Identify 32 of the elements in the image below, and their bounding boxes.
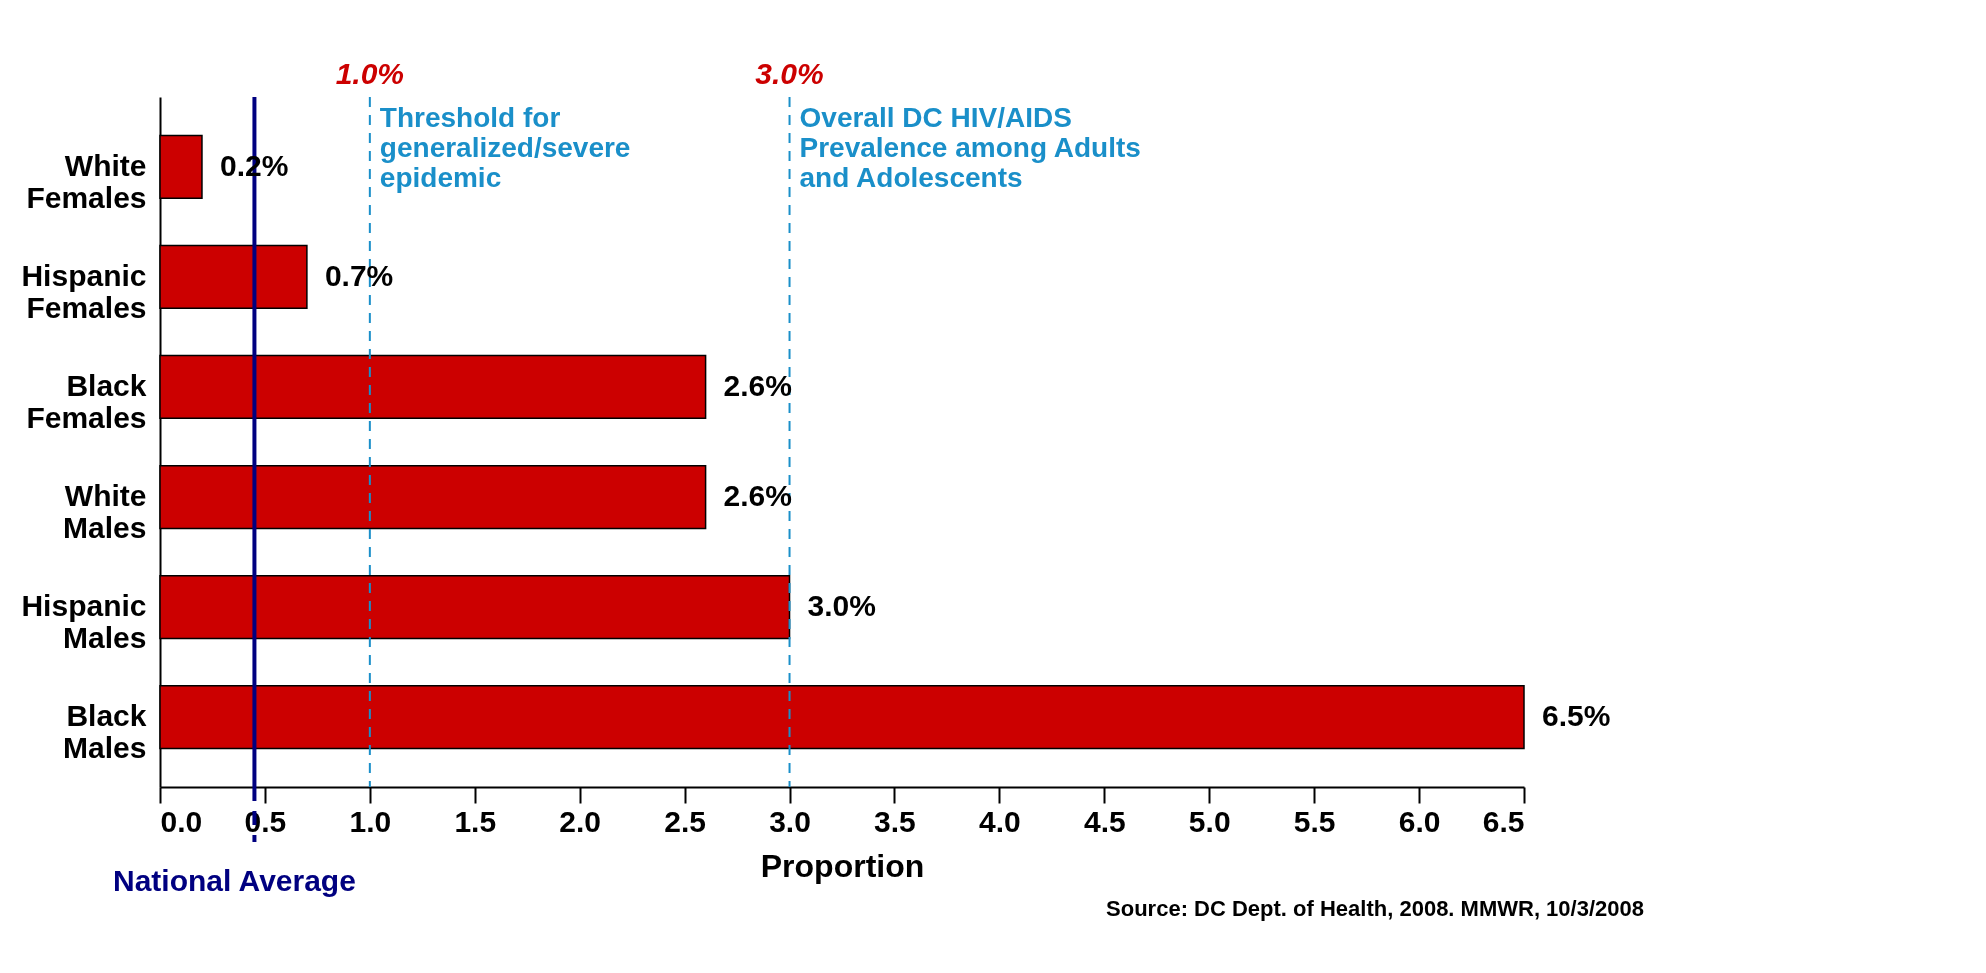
y-tick-label: White Females [26, 148, 147, 214]
x-tick-label: 1.5 [454, 804, 497, 838]
data-label: 2.6% [723, 479, 792, 513]
x-tick-label: 5.0 [1188, 804, 1231, 838]
y-tick-label: Hispanic Females [21, 258, 147, 324]
y-tick-label: Hispanic Males [21, 589, 147, 655]
x-tick-label: 0.0 [160, 804, 203, 838]
source-note: Source: DC Dept. of Health, 2008. MMWR, 10/3/2008 [1106, 896, 1644, 921]
x-tick-label: 4.0 [979, 804, 1021, 838]
x-tick-label: 6.5 [1482, 804, 1525, 838]
data-label: 6.5% [1542, 699, 1611, 733]
x-tick-label: 6.0 [1398, 804, 1441, 838]
x-tick-label: 4.5 [1083, 804, 1126, 838]
ref-line-label: National Average [113, 864, 356, 897]
data-label: 3.0% [807, 589, 876, 623]
x-tick-label: 3.5 [874, 804, 916, 838]
x-tick-label: 2.5 [664, 804, 706, 838]
text: 3.0% [755, 57, 824, 90]
y-tick-label: White Males [63, 479, 147, 545]
x-axis-title: Proportion [760, 847, 925, 884]
x-tick-label: 2.0 [559, 804, 602, 838]
ref-line-label: Threshold for generalized/severe epidemic [379, 102, 631, 193]
x-tick-label: 1.0 [349, 804, 392, 838]
y-tick-label: Black Males [63, 699, 147, 765]
x-tick-label: 3.0 [769, 804, 811, 838]
data-label: 2.6% [723, 368, 792, 402]
x-tick-label: 5.5 [1293, 804, 1336, 838]
data-label: 0.7% [324, 258, 394, 292]
ref-line-label: Overall DC HIV/AIDS Prevalence among Adults and Adolescents [799, 102, 1141, 193]
y-tick-label: Black Females [26, 368, 147, 434]
x-tick-label: 0.5 [244, 804, 287, 838]
text: 1.0% [335, 57, 405, 90]
